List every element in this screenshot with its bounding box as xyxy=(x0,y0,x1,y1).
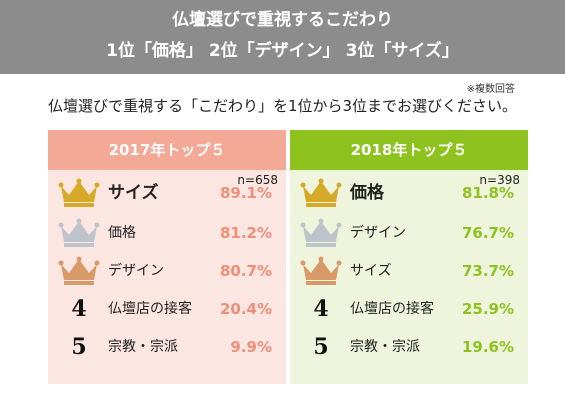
panel-2018: 2018年トップ５ n=398 価格 81.8% デザイン 76.7% サイズ … xyxy=(290,130,528,384)
bronze-crown-icon xyxy=(300,256,342,285)
panel-title: 2017年トップ５ xyxy=(48,130,286,170)
row-value: 81.8% xyxy=(461,184,514,202)
ranking-row-3: サイズ 73.7% xyxy=(290,254,528,288)
row-value: 80.7% xyxy=(219,262,272,280)
row-label: 価格 xyxy=(350,183,384,203)
rank-number: 5 xyxy=(313,334,329,360)
sample-size: n=658 xyxy=(237,173,278,187)
ranking-row-4: 4 仏壇店の接客 20.4% xyxy=(48,292,286,326)
row-label: 仏壇店の接客 xyxy=(108,301,192,317)
ranking-row-4: 4 仏壇店の接客 25.9% xyxy=(290,292,528,326)
header-subtitle: 1位「価格」 2位「デザイン」 3位「サイズ」 xyxy=(106,41,459,61)
row-value: 20.4% xyxy=(219,300,272,318)
rank-number: 4 xyxy=(71,296,87,322)
multiple-answer-note: ※複数回答 xyxy=(466,84,515,95)
ranking-row-5: 5 宗教・宗派 19.6% xyxy=(290,330,528,364)
header-title: 仏壇選びで重視するこだわり xyxy=(172,10,393,30)
ranking-row-2: 価格 81.2% xyxy=(48,216,286,250)
row-value: 73.7% xyxy=(461,262,514,280)
row-label: サイズ xyxy=(350,263,392,279)
ranking-row-1: 価格 81.8% xyxy=(290,176,528,210)
ranking-row-2: デザイン 76.7% xyxy=(290,216,528,250)
rank-number: 4 xyxy=(313,296,329,322)
row-label: サイズ xyxy=(108,183,159,203)
survey-question: 仏壇選びで重視する「こだわり」を1位から3位までお選びください。 xyxy=(47,97,518,115)
ranking-row-5: 5 宗教・宗派 9.9% xyxy=(48,330,286,364)
row-label: 宗教・宗派 xyxy=(350,339,420,355)
silver-crown-icon xyxy=(300,218,342,247)
panel-title: 2018年トップ５ xyxy=(290,130,528,170)
row-label: 仏壇店の接客 xyxy=(350,301,434,317)
sample-size: n=398 xyxy=(479,173,520,187)
bronze-crown-icon xyxy=(58,256,100,285)
panel-2017: 2017年トップ５ n=658 サイズ 89.1% 価格 81.2% デザイン … xyxy=(48,130,286,384)
rank-number: 5 xyxy=(71,334,87,360)
row-value: 9.9% xyxy=(230,338,272,356)
gold-crown-icon xyxy=(300,178,342,207)
row-value: 19.6% xyxy=(461,338,514,356)
silver-crown-icon xyxy=(58,218,100,247)
row-label: 宗教・宗派 xyxy=(108,339,178,355)
row-value: 76.7% xyxy=(461,224,514,242)
header-banner: 仏壇選びで重視するこだわり 1位「価格」 2位「デザイン」 3位「サイズ」 xyxy=(0,0,565,74)
row-value: 25.9% xyxy=(461,300,514,318)
row-label: 価格 xyxy=(108,225,136,241)
ranking-row-1: サイズ 89.1% xyxy=(48,176,286,210)
row-label: デザイン xyxy=(108,263,164,279)
gold-crown-icon xyxy=(58,178,100,207)
row-label: デザイン xyxy=(350,225,406,241)
row-value: 89.1% xyxy=(219,184,272,202)
row-value: 81.2% xyxy=(219,224,272,242)
ranking-row-3: デザイン 80.7% xyxy=(48,254,286,288)
